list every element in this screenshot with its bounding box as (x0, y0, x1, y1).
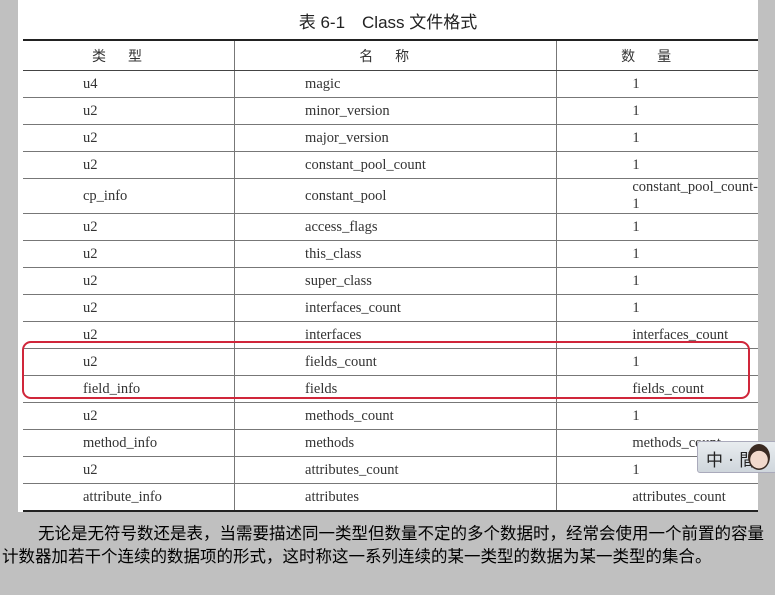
cell-type: method_info (23, 429, 235, 457)
cell-type: u2 (23, 321, 235, 349)
cell-name: attributes (234, 483, 557, 511)
cell-name: interfaces (234, 321, 557, 349)
table-row: u2 interfaces interfaces_count (23, 321, 758, 349)
cell-type: u2 (23, 124, 235, 152)
table-row: u2 minor_version 1 (23, 97, 758, 125)
cell-count: 1 (556, 97, 758, 125)
cell-type: u2 (23, 348, 235, 376)
table-row: u4 magic 1 (23, 70, 758, 98)
cell-type: u2 (23, 456, 235, 484)
cell-type: u2 (23, 240, 235, 268)
cell-type: u4 (23, 70, 235, 98)
table-title: 表 6-1 Class 文件格式 (298, 13, 478, 32)
cell-name: fields_count (234, 348, 557, 376)
cell-count: 1 (556, 213, 758, 241)
cell-type: u2 (23, 294, 235, 322)
table-header-row: 类型 名称 数量 (23, 40, 758, 71)
table-row: u2 this_class 1 (23, 240, 758, 268)
cell-name: constant_pool_count (234, 151, 557, 179)
cell-type: u2 (23, 402, 235, 430)
cell-type: cp_info (23, 178, 235, 214)
column-header-count: 数量 (556, 40, 758, 71)
cell-type: u2 (23, 213, 235, 241)
table-row: u2 methods_count 1 (23, 402, 758, 430)
cell-count: attributes_count (556, 483, 758, 511)
table-row: method_info methods methods_count (23, 429, 758, 457)
cell-name: methods_count (234, 402, 557, 430)
table-row: u2 attributes_count 1 (23, 456, 758, 484)
avatar-icon (748, 444, 770, 470)
table-row: u2 access_flags 1 (23, 213, 758, 241)
table-row: u2 fields_count 1 (23, 348, 758, 376)
cell-count: 1 (556, 267, 758, 295)
cell-count: 1 (556, 402, 758, 430)
class-file-format-table: 类型 名称 数量 u4 magic 1 u2 minor_version 1 u2 major… (23, 39, 758, 512)
cell-count: 1 (556, 294, 758, 322)
cell-name: super_class (234, 267, 557, 295)
table-row: attribute_info attributes attributes_count (23, 483, 758, 511)
column-header-type: 类型 (23, 40, 235, 71)
cell-type: u2 (23, 267, 235, 295)
cell-type: attribute_info (83, 488, 162, 505)
column-header-name: 名称 (234, 40, 557, 71)
highlight-box (22, 341, 750, 399)
cell-name: attributes_count (234, 456, 557, 484)
cell-count: constant_pool_count-1 (556, 178, 758, 214)
scanned-page: 表 6-1 Class 文件格式 类型 名称 数量 u4 magic 1 u2 mino… (18, 0, 758, 512)
table-row: u2 constant_pool_count 1 (23, 151, 758, 179)
cell-count: 1 (556, 240, 758, 268)
table-row: cp_info constant_pool constant_pool_count-… (23, 178, 758, 214)
cell-count: 1 (556, 124, 758, 152)
cell-name: this_class (234, 240, 557, 268)
cell-name: methods (234, 429, 557, 457)
cell-type: u2 (23, 151, 235, 179)
cell-name: major_version (234, 124, 557, 152)
cell-count: 1 (556, 151, 758, 179)
cell-count: interfaces_count (556, 321, 758, 349)
cell-name: minor_version (234, 97, 557, 125)
cell-name: constant_pool (234, 178, 557, 214)
cell-name: magic (234, 70, 557, 98)
cell-count: 1 (556, 70, 758, 98)
caption-paragraph: 无论是无符号数还是表，当需要描述同一类型但数量不定的多个数据时，经常会使用一个前… (2, 524, 764, 566)
cell-type: u2 (23, 97, 235, 125)
table-row: u2 super_class 1 (23, 267, 758, 295)
table-row: u2 interfaces_count 1 (23, 294, 758, 322)
watermark-logo: 中 · 間 (697, 441, 775, 473)
cell-name: interfaces_count (234, 294, 557, 322)
cell-count: 1 (556, 348, 758, 376)
table-row: u2 major_version 1 (23, 124, 758, 152)
cell-name: access_flags (234, 213, 557, 241)
